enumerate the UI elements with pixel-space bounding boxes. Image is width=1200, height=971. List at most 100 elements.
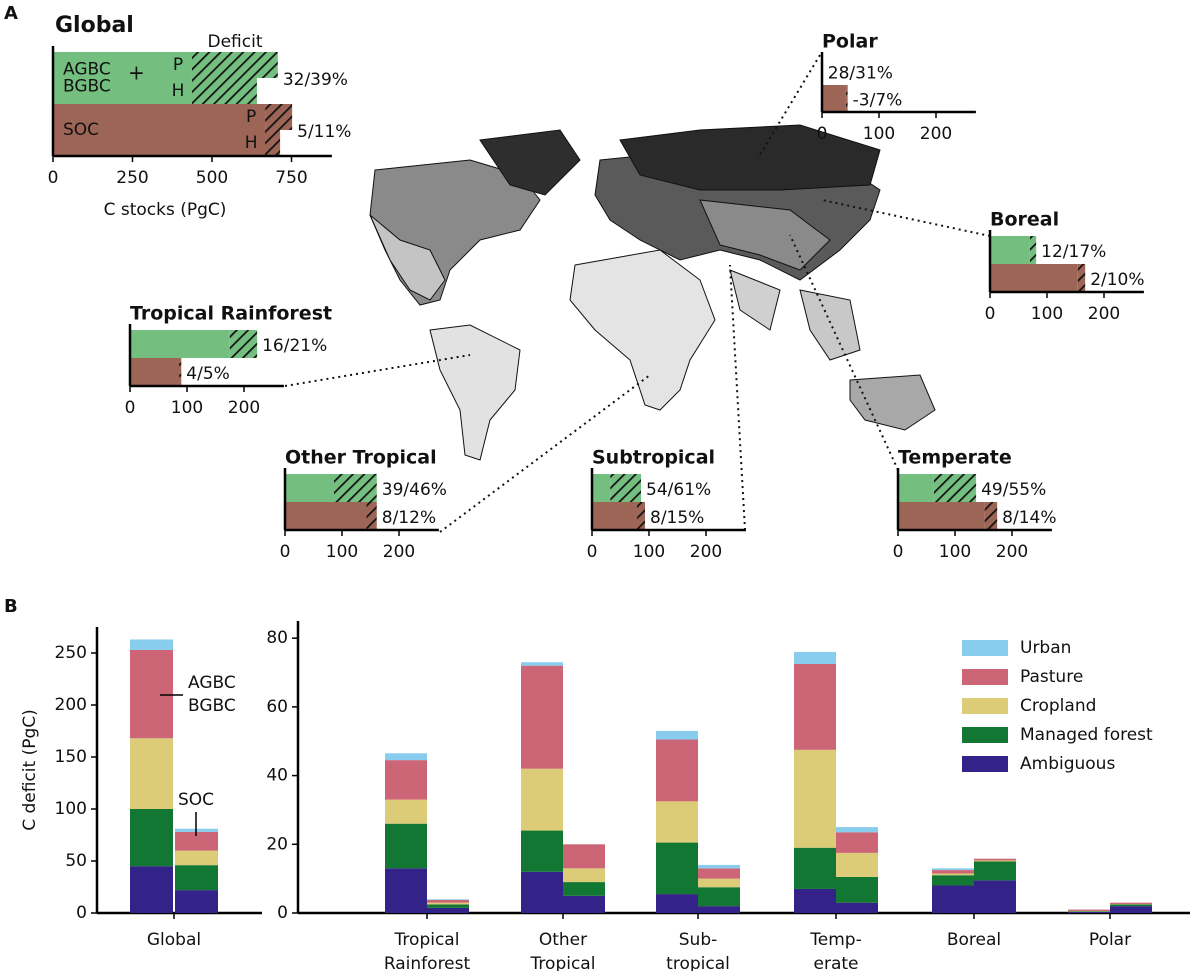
bar-segment: [385, 799, 427, 824]
bar-segment: [974, 860, 1016, 862]
bar-segment: [836, 827, 878, 833]
deficit-bar: [933, 474, 977, 502]
stock-bar: [898, 474, 934, 502]
bar-segment: [698, 868, 740, 879]
bar-segment: [427, 907, 469, 913]
x-tick-label: 100: [326, 542, 358, 562]
x-tick-label: 100: [633, 542, 665, 562]
deficit-bar: [1077, 264, 1086, 292]
marker: P: [246, 107, 256, 127]
annotation: SOC: [178, 790, 214, 810]
bar-segment: [130, 809, 173, 867]
bar-segment: [698, 864, 740, 869]
deficit-historical-hatch: [265, 130, 281, 156]
y-tick-label: 50: [65, 851, 87, 871]
bar-segment: [656, 842, 698, 895]
bar-name: SOC: [63, 120, 99, 140]
stock-bar: [990, 236, 1030, 264]
bar-segment: [385, 868, 427, 913]
value-label: 49/55%: [981, 480, 1046, 500]
value-label: 5/11%: [297, 122, 351, 142]
value-label: 16/21%: [262, 336, 327, 356]
legend-swatch: [962, 756, 1008, 772]
stock-bar: [990, 264, 1078, 292]
x-tick-label: Rainforest: [384, 954, 471, 971]
annotation: BGBC: [188, 696, 236, 716]
y2-tick-label: 20: [266, 834, 288, 854]
deficit-potential: [191, 52, 278, 78]
bar-segment: [385, 760, 427, 800]
bar-segment: [130, 639, 173, 650]
bar-segment: [698, 887, 740, 907]
bar-segment: [130, 738, 173, 809]
x-axis-label: C stocks (PgC): [104, 200, 227, 220]
legend-label: Urban: [1020, 638, 1071, 658]
bar-segment: [521, 830, 563, 872]
x-tick-label: 100: [171, 398, 203, 418]
bar-segment: [1068, 911, 1110, 913]
bar-segment: [521, 665, 563, 769]
bar-segment: [1110, 904, 1152, 907]
x-tick-label: 200: [996, 542, 1028, 562]
bar-segment: [175, 890, 218, 913]
x-tick-label: 200: [1088, 304, 1120, 324]
inset-title: Tropical Rainforest: [130, 303, 332, 325]
x-tick-label: Boreal: [947, 930, 1001, 950]
y-tick-label: 100: [55, 799, 87, 819]
stock-bar: [592, 502, 638, 530]
value-label: 12/17%: [1041, 242, 1106, 262]
bar-segment: [932, 873, 974, 876]
world-map: [369, 124, 936, 461]
bar-segment: [1068, 911, 1110, 912]
bar-segment: [427, 899, 469, 900]
inset-title: Temperate: [898, 447, 1012, 469]
bar-segment: [794, 663, 836, 750]
x-tick-label: 0: [48, 168, 59, 188]
value-label: 8/15%: [650, 508, 704, 528]
stock-bar: [130, 330, 230, 358]
inset-title: Subtropical: [592, 447, 715, 469]
bar-segment: [656, 739, 698, 802]
x-tick-label: 100: [939, 542, 971, 562]
legend-label: Pasture: [1020, 667, 1083, 687]
stock-bar: [53, 104, 266, 156]
inset-title: Other Tropical: [285, 447, 437, 469]
deficit-label: Deficit: [208, 32, 263, 52]
legend-swatch: [962, 698, 1008, 714]
x-tick-label: Tropical: [394, 930, 460, 950]
bar-segment: [932, 870, 974, 874]
x-tick-label: Sub-: [679, 930, 718, 950]
x-tick-label: Global: [147, 930, 201, 950]
bar-segment: [698, 878, 740, 888]
inset-title: Boreal: [990, 209, 1059, 231]
value-label: 39/46%: [382, 480, 447, 500]
connectors: [284, 54, 991, 533]
bar-segment: [656, 801, 698, 843]
x-tick-label: 0: [893, 542, 904, 562]
bar-segment: [1068, 909, 1110, 911]
value-label: 32/39%: [283, 70, 348, 90]
value-label: 8/14%: [1002, 508, 1056, 528]
bar-segment: [521, 871, 563, 913]
panel-label: A: [4, 3, 18, 24]
legend-label: Ambiguous: [1020, 754, 1115, 774]
value-label: 54/61%: [646, 480, 711, 500]
joiner: +: [128, 61, 145, 85]
legend-label: Managed forest: [1020, 725, 1153, 745]
x-tick-label: Tropical: [530, 954, 596, 971]
deficit-bar: [179, 358, 182, 386]
bar-segment: [794, 749, 836, 848]
bar-segment: [1110, 906, 1152, 913]
x-tick-label: 200: [920, 124, 952, 144]
stock-bar: [822, 85, 846, 112]
deficit-bar: [610, 474, 642, 502]
y-tick-label: 0: [76, 903, 87, 923]
bar-segment: [427, 902, 469, 905]
deficit-historical-hatch: [191, 78, 257, 104]
panel-label: B: [4, 596, 18, 617]
marker: P: [173, 55, 183, 75]
x-tick-label: 0: [817, 124, 828, 144]
x-tick-label: 200: [228, 398, 260, 418]
bar-segment: [794, 888, 836, 913]
bar-segment: [836, 902, 878, 913]
